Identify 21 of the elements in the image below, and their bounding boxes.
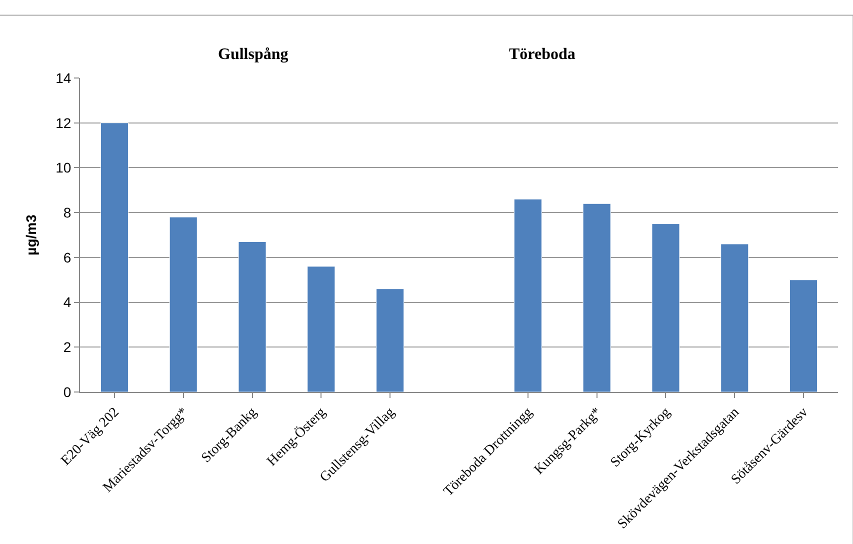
bar [720,244,749,392]
bar [582,203,611,392]
bar [514,198,542,392]
bar [376,288,404,392]
bar [307,266,336,392]
y-tick-label: 2 [63,339,72,356]
text: Töreboda [509,46,576,63]
y-tick-label: 8 [63,204,72,220]
y-tick-label: 14 [56,70,72,86]
bar [790,280,818,392]
y-tick-label: 12 [56,114,72,131]
y-axis-title: µg/m3 [23,214,40,256]
bar [169,216,198,392]
y-tick-label: 6 [63,249,72,266]
bar [652,224,680,392]
bar [100,122,128,392]
y-tick-label: 0 [63,384,72,400]
text: Gullspång [218,46,288,63]
y-tick-label: 10 [56,160,72,176]
bar [238,241,266,392]
y-tick-label: 4 [63,294,72,310]
